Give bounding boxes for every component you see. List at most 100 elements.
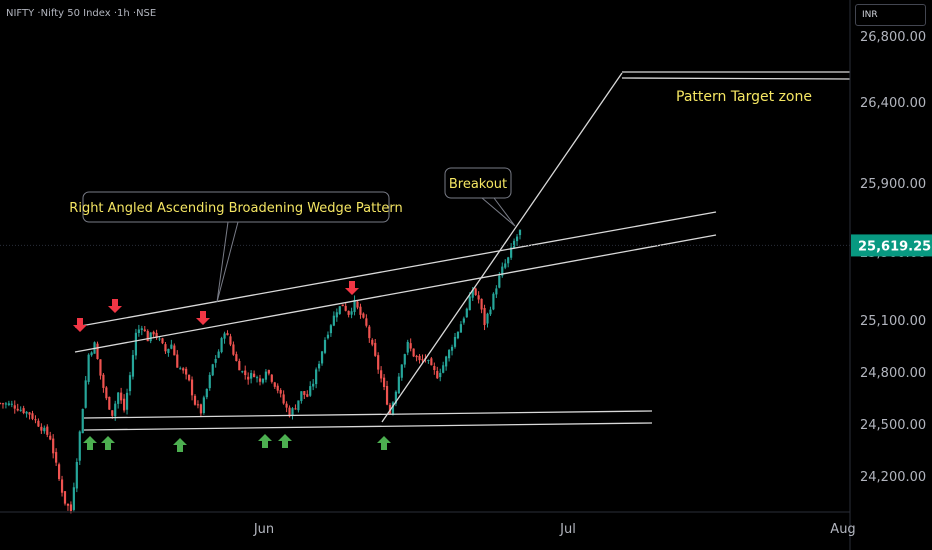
- candle-body: [483, 308, 486, 326]
- candle-body: [185, 368, 188, 375]
- candle-body: [75, 461, 78, 489]
- candle-body: [477, 295, 480, 300]
- candle-body: [267, 370, 270, 374]
- candle-body: [297, 400, 300, 411]
- price-tick-label: 24,200.00: [860, 470, 926, 485]
- candle-body: [241, 371, 244, 373]
- red-down-arrow: [108, 299, 122, 313]
- price-tick-label: 25,100.00: [860, 314, 926, 329]
- candle-body: [10, 403, 13, 405]
- annotations: Right Angled Ascending Broadening Wedge …: [69, 89, 812, 303]
- candle-body: [146, 330, 149, 342]
- candle-body: [412, 348, 415, 357]
- candle-body: [315, 369, 318, 385]
- candle-body: [214, 358, 217, 363]
- candle-body: [122, 398, 126, 411]
- candle-body: [170, 344, 173, 349]
- candle-body: [128, 375, 132, 392]
- candle-body: [489, 309, 492, 315]
- candle-body: [208, 374, 211, 389]
- candle-body: [72, 487, 75, 510]
- candle-body: [37, 420, 40, 427]
- candle-body: [143, 329, 146, 332]
- candle-body: [158, 338, 161, 340]
- candle-body: [25, 411, 28, 414]
- candle-body: [288, 407, 291, 417]
- candle-body: [55, 452, 58, 463]
- candle-body: [320, 351, 324, 364]
- candle-body: [250, 373, 253, 379]
- candle-body: [22, 408, 25, 413]
- trend-line: [381, 72, 623, 423]
- candle-body: [131, 355, 135, 377]
- candle-body: [193, 395, 197, 405]
- swing-arrows: [73, 281, 391, 452]
- candle-body: [205, 388, 208, 398]
- candle-body: [433, 365, 436, 371]
- candle-body: [306, 394, 309, 397]
- exchange: NSE: [130, 8, 157, 19]
- breakout-callout-box: [444, 167, 512, 199]
- candle-body: [515, 236, 519, 242]
- candle-body: [504, 263, 507, 268]
- candle-body: [312, 383, 315, 387]
- candle-body: [450, 346, 454, 351]
- candle-body: [391, 402, 395, 415]
- pattern-lines: [74, 71, 851, 431]
- candle-body: [294, 408, 297, 410]
- price-tick-label: 26,800.00: [860, 30, 926, 45]
- candle-body: [31, 413, 34, 419]
- candle-body: [439, 372, 442, 378]
- candle-body: [377, 355, 380, 370]
- candle-body: [140, 328, 143, 330]
- candle-body: [518, 229, 522, 236]
- candle-body: [380, 370, 383, 379]
- breakout-label: Breakout: [449, 177, 507, 192]
- candle-body: [510, 247, 513, 258]
- candle-body: [40, 426, 43, 431]
- candle-body: [81, 408, 84, 434]
- candle-body: [353, 299, 356, 312]
- target-label: Pattern Target zone: [676, 89, 812, 105]
- candle-body: [362, 313, 365, 318]
- candle-body: [456, 331, 460, 339]
- candle-body: [108, 396, 111, 410]
- candle-body: [344, 305, 347, 311]
- candle-body: [332, 315, 335, 326]
- candle-body: [7, 403, 10, 405]
- interval[interactable]: 1h: [111, 8, 130, 19]
- candle-body: [501, 266, 504, 276]
- symbol: NIFTY: [6, 8, 35, 19]
- candle-body: [190, 379, 194, 396]
- candle-body: [202, 397, 205, 414]
- red-down-arrow: [73, 318, 87, 332]
- candle-body: [323, 339, 327, 353]
- currency-selector[interactable]: INR: [855, 4, 926, 26]
- candle-body: [167, 348, 170, 353]
- candle-body: [480, 298, 483, 310]
- candle-body: [447, 350, 451, 359]
- candle-body: [303, 391, 306, 395]
- time-tick-label: Jul: [559, 522, 576, 537]
- candle-body: [182, 368, 185, 371]
- candle-body: [512, 240, 516, 249]
- candle-body: [309, 386, 312, 396]
- candle-body: [235, 354, 238, 362]
- candle-body: [270, 374, 273, 382]
- pattern-callout-box: [82, 191, 390, 223]
- candle-body: [66, 503, 70, 506]
- last-price-badge: [851, 234, 932, 257]
- candle-body: [442, 365, 445, 373]
- candle-body: [63, 491, 67, 504]
- candle-body: [16, 408, 19, 411]
- candle-body: [244, 370, 247, 376]
- candle-body: [196, 404, 200, 406]
- candle-body: [368, 326, 371, 339]
- candle-body: [34, 419, 37, 421]
- candle-body: [255, 377, 259, 379]
- candle-body: [403, 354, 406, 365]
- time-tick-label: Aug: [830, 522, 855, 537]
- candle-body: [347, 310, 350, 315]
- candle-body: [134, 332, 138, 356]
